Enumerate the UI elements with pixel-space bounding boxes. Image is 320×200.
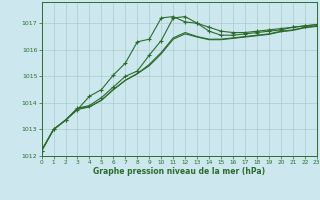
X-axis label: Graphe pression niveau de la mer (hPa): Graphe pression niveau de la mer (hPa) <box>93 167 265 176</box>
